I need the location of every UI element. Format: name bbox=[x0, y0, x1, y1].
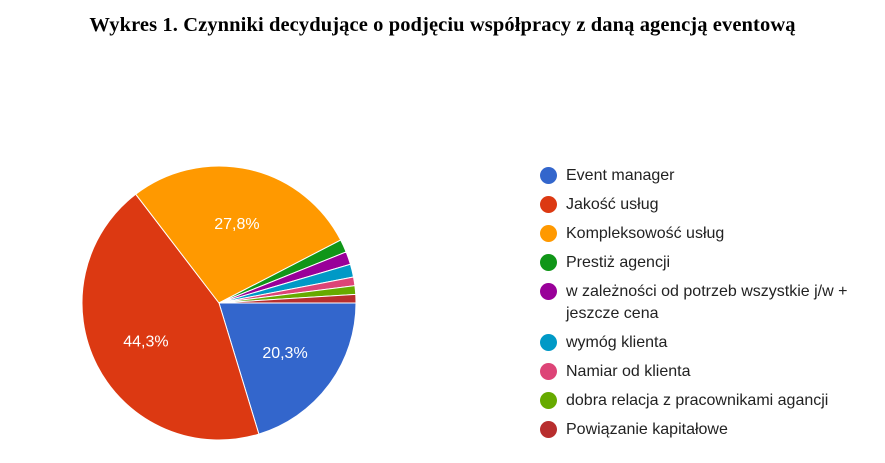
legend: Event manager Jakość usług Kompleksowość u… bbox=[540, 165, 885, 448]
legend-swatch-icon bbox=[540, 254, 557, 271]
legend-swatch-icon bbox=[540, 334, 557, 351]
legend-label: Namiar od klienta bbox=[566, 363, 691, 380]
legend-swatch-icon bbox=[540, 392, 557, 409]
legend-item[interactable]: Prestiż agencji bbox=[540, 252, 885, 274]
legend-item[interactable]: Kompleksowość usług bbox=[540, 223, 885, 245]
legend-label: Powiązanie kapitałowe bbox=[566, 421, 728, 438]
pie-slice-9[interactable] bbox=[218, 293, 357, 304]
legend-item[interactable]: Namiar od klienta bbox=[540, 361, 885, 383]
pie-slice-labels: 20,3% 44,3% 27,8% bbox=[123, 216, 307, 362]
legend-label: dobra relacja z pracownikami agancji bbox=[566, 392, 829, 409]
legend-item[interactable]: w zależności od potrzeb wszystkie j/w + … bbox=[540, 281, 885, 325]
legend-item[interactable]: Powiązanie kapitałowe bbox=[540, 419, 885, 441]
pie-slice-3[interactable] bbox=[135, 165, 342, 304]
legend-label: Prestiż agencji bbox=[566, 254, 671, 271]
pie-slices bbox=[81, 165, 357, 441]
legend-label: Kompleksowość usług bbox=[566, 225, 725, 242]
pie-slice-2[interactable] bbox=[81, 193, 260, 441]
legend-swatch-icon bbox=[540, 225, 557, 242]
slice-value-label-1: 20,3% bbox=[262, 345, 307, 362]
slice-value-label-3: 27,8% bbox=[214, 216, 259, 233]
legend-label: w zależności od potrzeb wszystkie j/w + … bbox=[566, 283, 848, 322]
legend-label: Event manager bbox=[566, 167, 675, 184]
legend-swatch-icon bbox=[540, 363, 557, 380]
legend-swatch-icon bbox=[540, 196, 557, 213]
legend-swatch-icon bbox=[540, 283, 557, 300]
legend-swatch-icon bbox=[540, 167, 557, 184]
legend-label: wymóg klienta bbox=[566, 334, 668, 351]
legend-item[interactable]: wymóg klienta bbox=[540, 332, 885, 354]
legend-label: Jakość usług bbox=[566, 196, 659, 213]
legend-item[interactable]: dobra relacja z pracownikami agancji bbox=[540, 390, 885, 412]
legend-swatch-icon bbox=[540, 421, 557, 438]
legend-item[interactable]: Jakość usług bbox=[540, 194, 885, 216]
pie-slice-1[interactable] bbox=[218, 302, 357, 435]
slice-value-label-2: 44,3% bbox=[123, 334, 168, 351]
chart-title: Wykres 1. Czynniki decydujące o podjęciu… bbox=[89, 14, 796, 36]
legend-item[interactable]: Event manager bbox=[540, 165, 885, 187]
